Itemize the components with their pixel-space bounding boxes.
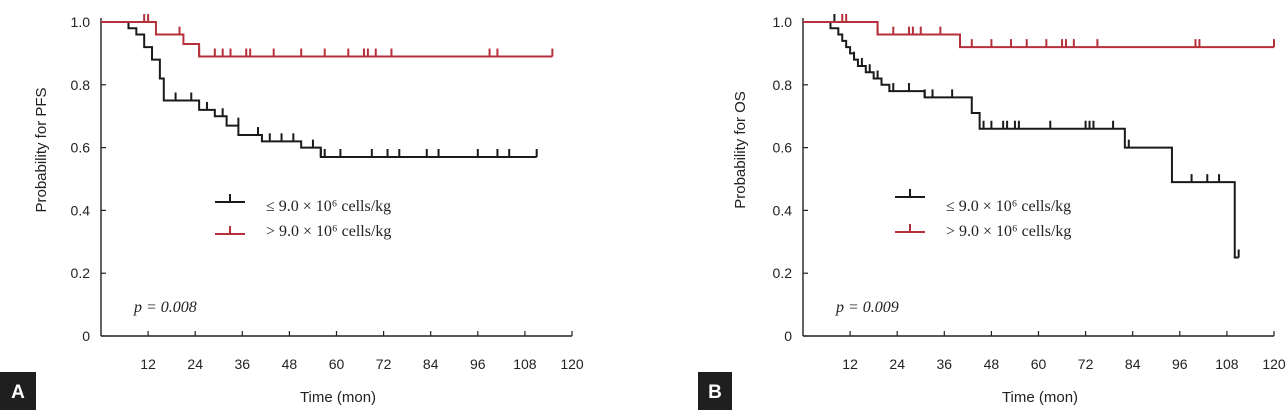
y-ticks-a: 0 0.2 0.4 0.6 0.8 1.0 bbox=[71, 14, 106, 344]
x-tick-label-b: 24 bbox=[889, 356, 905, 372]
x-tick-label-a: 72 bbox=[376, 356, 392, 372]
x-axis-label-b: Time (mon) bbox=[1002, 389, 1078, 406]
y-tick-label-b: 0.6 bbox=[773, 140, 793, 156]
km-curve-high-dose-b bbox=[803, 21, 1274, 49]
y-tick-label-b: 0.4 bbox=[773, 202, 793, 218]
y-tick-label-b: 0.8 bbox=[773, 77, 793, 93]
panel-a: 00.20.40.60.81.0 12 24 36 48 60 72 84 96 108 120 … bbox=[0, 14, 584, 410]
x-tick-label-b: 12 bbox=[842, 356, 858, 372]
x-tick-label-a: 120 bbox=[560, 356, 584, 372]
y-tick-label-a: 0.4 bbox=[71, 202, 91, 218]
y-ticks-b: 0 0.2 0.4 0.6 0.8 1.0 bbox=[773, 14, 808, 344]
y-tick-label-a: 0.2 bbox=[71, 265, 91, 281]
legend-b: ≤ 9.0 × 10⁶ cells/kg > 9.0 × 10⁶ cells/k… bbox=[895, 189, 1071, 240]
x-tick-label-b: 120 bbox=[1262, 356, 1286, 372]
x-tick-label-b: 108 bbox=[1215, 356, 1239, 372]
legend-label-gt-b: > 9.0 × 10⁶ cells/kg bbox=[946, 223, 1071, 240]
legend-item-gt-b: > 9.0 × 10⁶ cells/kg bbox=[895, 223, 1071, 240]
p-value-a: p = 0.008 bbox=[133, 299, 197, 316]
panel-label-a: A bbox=[11, 382, 25, 403]
y-tick-label-b: 0 bbox=[784, 328, 792, 344]
curves-a bbox=[101, 14, 554, 159]
x-tick-label-a: 36 bbox=[235, 356, 251, 372]
y-axis-label-b: Probability for OS bbox=[732, 91, 749, 209]
x-tick-label-b: 48 bbox=[984, 356, 1000, 372]
x-tick-label-a: 60 bbox=[329, 356, 345, 372]
legend-label-le-b: ≤ 9.0 × 10⁶ cells/kg bbox=[946, 198, 1071, 215]
legend-item-le-b: ≤ 9.0 × 10⁶ cells/kg bbox=[895, 189, 1071, 215]
y-tick-label-a: 0.6 bbox=[71, 140, 91, 156]
x-tick-label-a: 96 bbox=[470, 356, 486, 372]
x-tick-label-a: 84 bbox=[423, 356, 439, 372]
legend-item-gt-a: > 9.0 × 10⁶ cells/kg bbox=[215, 223, 391, 240]
panel-b: 00.20.40.60.81.0 12 24 36 48 60 72 84 96 108 120 … bbox=[698, 14, 1286, 410]
x-tick-label-a: 12 bbox=[140, 356, 156, 372]
x-tick-label-b: 72 bbox=[1078, 356, 1094, 372]
x-tick-label-b: 36 bbox=[937, 356, 953, 372]
x-ticks-a: 12 24 36 48 60 72 84 96 108 120 bbox=[140, 331, 584, 372]
panel-badge-a bbox=[0, 372, 36, 410]
x-tick-label-b: 60 bbox=[1031, 356, 1047, 372]
panel-badge-b bbox=[698, 372, 732, 410]
x-tick-label-b: 84 bbox=[1125, 356, 1141, 372]
y-tick-label-b: 0.2 bbox=[773, 265, 793, 281]
x-tick-label-a: 24 bbox=[187, 356, 203, 372]
y-tick-label-a: 0.8 bbox=[71, 77, 91, 93]
panel-label-b: B bbox=[708, 382, 722, 403]
legend-label-gt-a: > 9.0 × 10⁶ cells/kg bbox=[266, 223, 391, 240]
y-tick-label-a: 0 bbox=[82, 328, 90, 344]
legend-item-le-a: ≤ 9.0 × 10⁶ cells/kg bbox=[215, 194, 391, 215]
y-tick-label-b: 1.0 bbox=[773, 14, 793, 30]
legend-a: ≤ 9.0 × 10⁶ cells/kg > 9.0 × 10⁶ cells/k… bbox=[215, 194, 391, 240]
km-curve-high-dose-a bbox=[101, 21, 553, 58]
p-value-b: p = 0.009 bbox=[835, 299, 899, 316]
x-axis-label-a: Time (mon) bbox=[300, 389, 376, 406]
legend-label-le-a: ≤ 9.0 × 10⁶ cells/kg bbox=[266, 198, 391, 215]
x-tick-label-a: 48 bbox=[282, 356, 298, 372]
km-curve-low-dose-b bbox=[803, 21, 1239, 259]
y-axis-label-a: Probability for PFS bbox=[33, 87, 50, 212]
x-ticks-b: 12 24 36 48 60 72 84 96 108 120 bbox=[842, 331, 1286, 372]
x-tick-label-b: 96 bbox=[1172, 356, 1188, 372]
km-curve-low-dose-a bbox=[101, 21, 537, 159]
curves-b bbox=[803, 14, 1275, 259]
x-tick-label-a: 108 bbox=[513, 356, 537, 372]
y-tick-label-a: 1.0 bbox=[71, 14, 91, 30]
